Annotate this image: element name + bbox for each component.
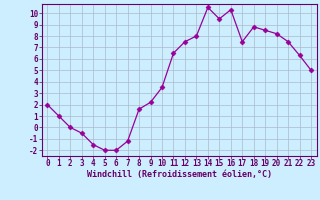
X-axis label: Windchill (Refroidissement éolien,°C): Windchill (Refroidissement éolien,°C) [87, 170, 272, 179]
